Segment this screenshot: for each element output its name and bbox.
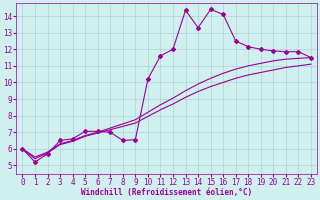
X-axis label: Windchill (Refroidissement éolien,°C): Windchill (Refroidissement éolien,°C) <box>81 188 252 197</box>
